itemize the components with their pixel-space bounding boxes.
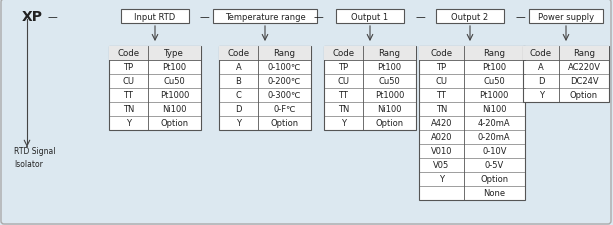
- Text: Ni100: Ni100: [377, 105, 402, 114]
- Text: —: —: [47, 12, 57, 22]
- Text: Pt1000: Pt1000: [375, 91, 404, 100]
- Text: Rang: Rang: [483, 49, 505, 58]
- Text: Y: Y: [236, 119, 241, 128]
- Text: Output 2: Output 2: [451, 12, 489, 21]
- Text: Input RTD: Input RTD: [134, 12, 176, 21]
- Bar: [529, 10, 603, 24]
- Text: B: B: [235, 77, 242, 86]
- Text: —: —: [313, 12, 323, 22]
- Bar: [324, 47, 416, 130]
- Text: Rang: Rang: [273, 49, 295, 58]
- Text: —: —: [199, 12, 209, 22]
- Text: None: None: [483, 189, 505, 198]
- Text: A020: A020: [430, 133, 452, 142]
- Text: Type: Type: [164, 49, 185, 58]
- Text: V05: V05: [433, 161, 449, 170]
- Bar: [523, 47, 609, 103]
- Text: Y: Y: [341, 119, 346, 128]
- Bar: [324, 47, 416, 61]
- Text: AC220V: AC220V: [568, 63, 601, 72]
- Text: TN: TN: [436, 105, 447, 114]
- Bar: [436, 10, 504, 24]
- Text: Pt1000: Pt1000: [159, 91, 189, 100]
- Text: Cu50: Cu50: [164, 77, 185, 86]
- Text: CU: CU: [337, 77, 349, 86]
- Text: Pt100: Pt100: [377, 63, 402, 72]
- Text: —: —: [515, 12, 525, 22]
- Text: A420: A420: [430, 119, 452, 128]
- Text: DC24V: DC24V: [569, 77, 598, 86]
- Text: Code: Code: [530, 49, 552, 58]
- Text: TP: TP: [123, 63, 134, 72]
- Text: TT: TT: [436, 91, 446, 100]
- Text: TP: TP: [338, 63, 348, 72]
- Text: Pt1000: Pt1000: [479, 91, 509, 100]
- Text: Code: Code: [117, 49, 139, 58]
- Text: Ni100: Ni100: [482, 105, 506, 114]
- Text: C: C: [235, 91, 242, 100]
- Bar: [219, 47, 311, 130]
- Text: V010: V010: [430, 147, 452, 156]
- Text: Power supply: Power supply: [538, 12, 594, 21]
- Text: Temperature range: Temperature range: [224, 12, 305, 21]
- Text: Option: Option: [480, 175, 508, 184]
- Text: CU: CU: [123, 77, 134, 86]
- Text: 0-20mA: 0-20mA: [478, 133, 511, 142]
- Text: Rang: Rang: [378, 49, 400, 58]
- Text: Rang: Rang: [573, 49, 595, 58]
- Bar: [121, 10, 189, 24]
- Text: Pt100: Pt100: [482, 63, 506, 72]
- Text: Output 1: Output 1: [351, 12, 389, 21]
- Text: D: D: [538, 77, 544, 86]
- Text: 0-200℃: 0-200℃: [268, 77, 301, 86]
- Text: 0-10V: 0-10V: [482, 147, 506, 156]
- Text: Y: Y: [439, 175, 444, 184]
- Text: A: A: [538, 63, 544, 72]
- Text: TP: TP: [436, 63, 446, 72]
- Text: TT: TT: [123, 91, 133, 100]
- Text: Y: Y: [126, 119, 131, 128]
- Text: RTD Signal
Isolator: RTD Signal Isolator: [14, 147, 56, 168]
- Text: Y: Y: [539, 91, 544, 100]
- Bar: [419, 47, 525, 200]
- Text: 0-100℃: 0-100℃: [268, 63, 301, 72]
- Text: CU: CU: [435, 77, 447, 86]
- Bar: [219, 47, 311, 61]
- Text: TN: TN: [123, 105, 134, 114]
- Text: 0-5V: 0-5V: [485, 161, 504, 170]
- Text: 4-20mA: 4-20mA: [478, 119, 511, 128]
- Text: Code: Code: [430, 49, 452, 58]
- Bar: [109, 47, 201, 61]
- Text: 0-F℃: 0-F℃: [273, 105, 295, 114]
- Text: A: A: [235, 63, 241, 72]
- Text: Option: Option: [570, 91, 598, 100]
- Bar: [109, 47, 201, 130]
- Text: XP: XP: [22, 10, 43, 24]
- Text: Code: Code: [332, 49, 354, 58]
- Text: —: —: [415, 12, 425, 22]
- Text: TN: TN: [338, 105, 349, 114]
- Text: Option: Option: [270, 119, 299, 128]
- Bar: [213, 10, 317, 24]
- Bar: [336, 10, 404, 24]
- Text: Cu50: Cu50: [378, 77, 400, 86]
- Text: Option: Option: [375, 119, 403, 128]
- Bar: [523, 47, 609, 61]
- Text: Option: Option: [160, 119, 188, 128]
- Text: Code: Code: [227, 49, 249, 58]
- Text: D: D: [235, 105, 242, 114]
- Text: Cu50: Cu50: [484, 77, 505, 86]
- Text: Ni100: Ni100: [162, 105, 186, 114]
- Text: 0-300℃: 0-300℃: [267, 91, 301, 100]
- Bar: [419, 47, 525, 61]
- Text: Pt100: Pt100: [162, 63, 186, 72]
- Text: TT: TT: [338, 91, 348, 100]
